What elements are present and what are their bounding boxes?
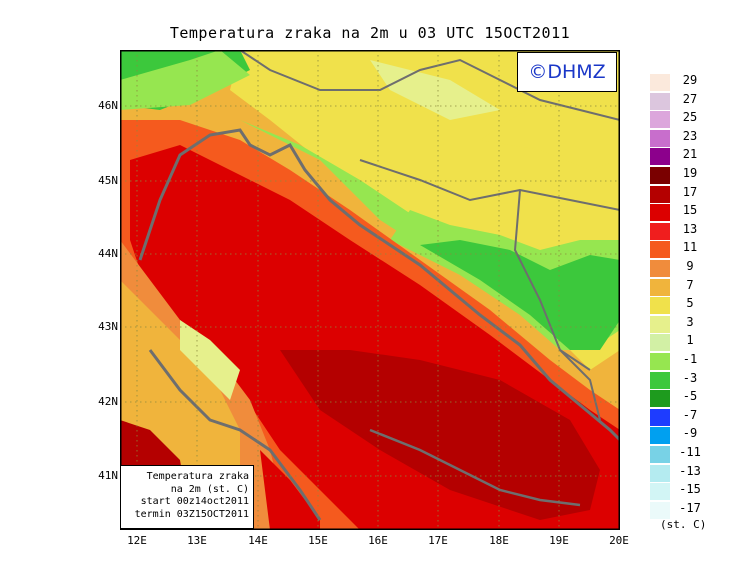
legend-swatch [650, 371, 670, 389]
legend-label: 21 [682, 147, 698, 162]
legend-swatch [650, 260, 670, 277]
field-pannonia [480, 90, 620, 170]
legend-swatch [650, 111, 670, 129]
legend-swatch [650, 167, 670, 184]
legend-swatch [650, 74, 670, 91]
legend-label: -9 [682, 426, 698, 441]
legend-label: -3 [682, 370, 698, 385]
legend-label: 1 [686, 333, 694, 348]
map-title: Temperatura zraka na 2m u 03 UTC 15OCT20… [169, 24, 571, 42]
legend-label: 17 [682, 184, 698, 199]
field-bosnia-green [420, 240, 620, 350]
y-tick-label: 42N [98, 395, 118, 408]
legend-label: 29 [682, 73, 698, 87]
legend-swatch [650, 483, 670, 501]
legend-swatch [650, 92, 670, 110]
legend-label: 5 [686, 296, 694, 311]
x-tick-label: 18E [489, 534, 509, 547]
legend-swatch [650, 390, 670, 408]
info-line-1: Temperatura zraka [146, 471, 249, 482]
border-sava [359, 159, 620, 211]
legend-swatch [650, 427, 670, 445]
temperature-map [120, 50, 620, 530]
border-drina [513, 189, 591, 371]
legend-swatch [650, 148, 670, 166]
info-line-4: termin 03Z15OCT2011 [134, 508, 249, 520]
info-box: Temperatura zraka na 2m (st. C) start 00… [120, 465, 254, 529]
y-tick-label: 43N [98, 320, 118, 333]
legend-swatch [650, 278, 670, 296]
legend-label: 15 [682, 203, 698, 218]
info-line-3: start 00z14oct2011 [140, 496, 249, 507]
legend-label: -15 [679, 482, 701, 497]
x-tick-label: 17E [428, 534, 448, 547]
x-tick-label: 14E [248, 534, 268, 547]
x-tick-label: 15E [308, 534, 328, 547]
legend-label: -7 [682, 407, 698, 422]
border-montenegro [559, 349, 601, 421]
field-sea-core [280, 350, 600, 520]
legend-swatch [650, 204, 670, 222]
legend-label: 9 [686, 259, 694, 273]
legend-swatch [650, 408, 670, 426]
legend-label: 7 [686, 277, 694, 292]
y-tick-label: 45N [98, 174, 118, 187]
legend-label: -5 [682, 389, 698, 404]
x-tick-label: 20E [609, 534, 629, 547]
legend-label: -11 [679, 445, 701, 459]
coastline-albania [369, 428, 581, 507]
legend-label: 11 [682, 240, 698, 255]
legend-label: -17 [679, 500, 701, 515]
grid-lines [120, 50, 620, 530]
legend-swatch [650, 334, 670, 352]
legend-label: 27 [682, 91, 698, 106]
border-north [239, 50, 620, 121]
legend-label: 13 [682, 221, 698, 236]
x-tick-label: 16E [368, 534, 388, 547]
info-line-2: na 2m (st. C) [170, 483, 249, 495]
field-north-pale [370, 60, 500, 120]
y-tick-label: 44N [98, 247, 118, 260]
x-tick-label: 13E [187, 534, 207, 547]
legend-swatch [650, 353, 670, 370]
field-ionian-sea [260, 450, 320, 530]
x-tick-label: 19E [549, 534, 569, 547]
legend-swatch [650, 222, 670, 240]
dhmz-logo: ©DHMZ [517, 52, 617, 92]
coastline-italy [148, 349, 322, 521]
field-italy-apennine [180, 320, 240, 400]
map-frame [120, 50, 620, 530]
y-tick-label: 46N [98, 99, 118, 112]
field-alps-light [120, 50, 250, 110]
legend-swatch [650, 501, 670, 519]
legend-swatch [650, 185, 670, 203]
legend-swatch [650, 241, 670, 259]
y-tick-label: 41N [98, 469, 118, 482]
legend-swatch [650, 129, 670, 147]
legend-swatch [650, 297, 670, 315]
legend-label: 3 [686, 314, 694, 329]
legend-swatch [650, 464, 670, 482]
legend-label: -1 [682, 352, 698, 366]
legend-label: 19 [682, 166, 698, 180]
coastline-east [138, 128, 620, 442]
legend-label: -13 [679, 463, 701, 478]
x-tick-label: 12E [127, 534, 147, 547]
legend-label: 23 [682, 128, 698, 143]
legend-unit: (st. C) [660, 518, 707, 531]
legend-swatch [650, 315, 670, 333]
legend-label: 25 [682, 110, 698, 125]
legend-swatch [650, 446, 670, 463]
